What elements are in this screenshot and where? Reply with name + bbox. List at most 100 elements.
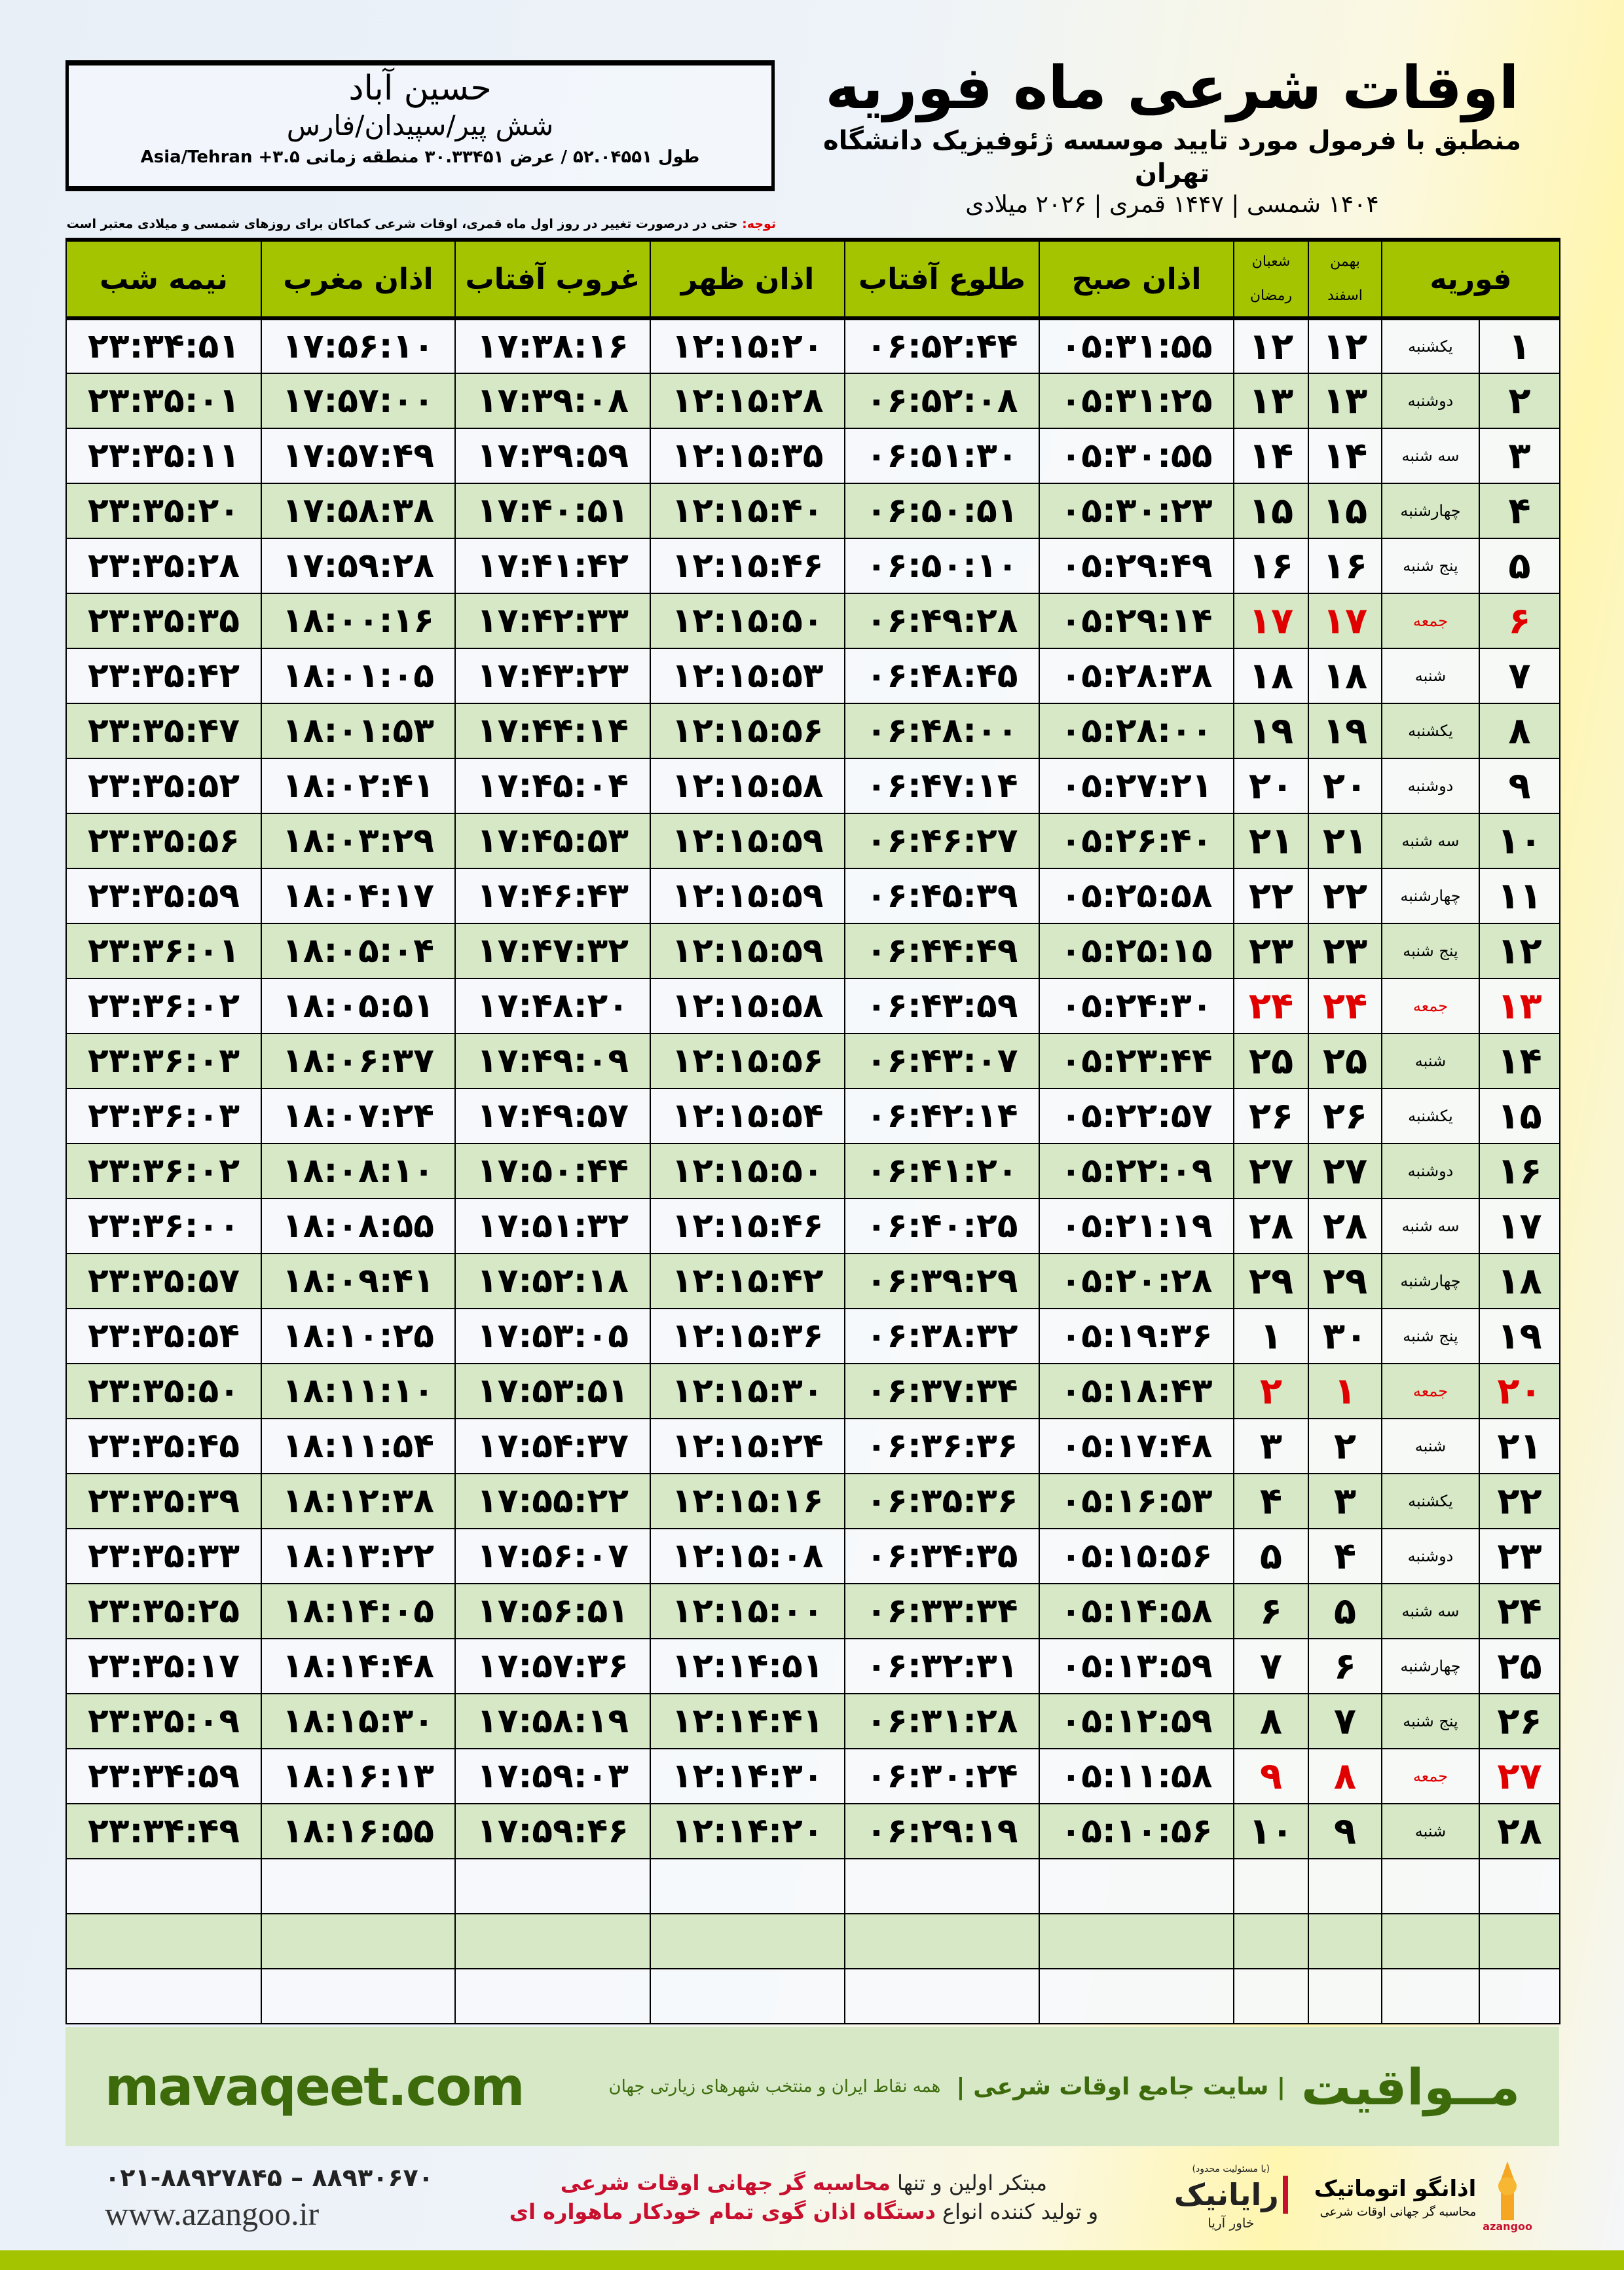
sunset-time: ۱۷:۴۳:۲۳ xyxy=(454,648,651,704)
location-box: حسین آباد شش پیر/سپیدان/فارس طول ۵۲.۰۴۵۵… xyxy=(65,60,775,191)
sunrise-time: ۰۶:۴۵:۳۹ xyxy=(844,868,1040,924)
fajr-time: ۰۵:۳۱:۲۵ xyxy=(1039,373,1234,429)
sunset-time: ۱۷:۴۹:۵۷ xyxy=(454,1088,651,1144)
header-solar-bottom: اسفند xyxy=(1327,288,1363,304)
header-dhuhr: اذان ظهر xyxy=(650,238,845,320)
midnight-time: ۲۳:۳۵:۳۹ xyxy=(65,1473,262,1529)
table-row: ۲۶ پنج شنبه ۷ ۸ ۰۵:۱۲:۵۹ ۰۶:۳۱:۲۸ ۱۲:۱۴:۴۱ ۱۷:۵… xyxy=(65,1693,1560,1749)
brand-tagline-2: همه نقاط ایران و منتخب شهرهای زیارتی جها… xyxy=(608,2077,941,2096)
lunar-day: ۱۲ xyxy=(1233,318,1309,374)
lunar-day: ۸ xyxy=(1233,1693,1309,1749)
weekday: پنج شنبه xyxy=(1381,923,1480,979)
dhuhr-time: ۱۲:۱۵:۲۴ xyxy=(650,1418,845,1474)
header-solar-top: بهمن xyxy=(1330,253,1360,270)
sunset-time: ۱۷:۳۸:۱۶ xyxy=(454,318,651,374)
table-row: ۱۲ پنج شنبه ۲۳ ۲۳ ۰۵:۲۵:۱۵ ۰۶:۴۴:۴۹ ۱۲:۱۵:۵۹ ۱۷… xyxy=(65,923,1560,979)
solar-day: ۱ xyxy=(1308,1363,1382,1419)
maghrib-time: ۱۸:۱۶:۱۳ xyxy=(261,1748,456,1804)
mavaqeet-banner: مــواقیت | سایت جامع اوقات شرعی | همه نق… xyxy=(65,2027,1559,2146)
maghrib-time xyxy=(261,1968,456,2024)
sunrise-time: ۰۶:۳۷:۳۴ xyxy=(844,1363,1040,1419)
table-row: ۲۰ جمعه ۱ ۲ ۰۵:۱۸:۴۳ ۰۶:۳۷:۳۴ ۱۲:۱۵:۳۰ ۱۷:۵۳:۵۱… xyxy=(65,1363,1560,1419)
weekday: دوشنبه xyxy=(1381,1528,1480,1584)
midnight-time: ۲۳:۳۵:۲۸ xyxy=(65,538,262,594)
sunrise-time: ۰۶:۵۲:۰۸ xyxy=(844,373,1040,429)
azangoo-url[interactable]: www.azangoo.ir xyxy=(105,2195,320,2232)
weekday: جمعه xyxy=(1381,1748,1480,1804)
fajr-time: ۰۵:۲۲:۰۹ xyxy=(1039,1143,1234,1199)
midnight-time: ۲۳:۳۵:۵۹ xyxy=(65,868,262,924)
maghrib-time: ۱۸:۱۵:۳۰ xyxy=(261,1693,456,1749)
minaret-icon xyxy=(1498,2161,1517,2220)
sunset-time: ۱۷:۳۹:۵۹ xyxy=(454,428,651,484)
day-number: ۱۲ xyxy=(1479,923,1560,979)
fajr-time: ۰۵:۱۲:۵۹ xyxy=(1039,1693,1234,1749)
site-url[interactable]: mavaqeet.com xyxy=(105,2056,525,2117)
table-row: ۵ پنج شنبه ۱۶ ۱۶ ۰۵:۲۹:۴۹ ۰۶:۵۰:۱۰ ۱۲:۱۵:۴۶ ۱۷:… xyxy=(65,538,1560,594)
day-number: ۱۶ xyxy=(1479,1143,1560,1199)
maghrib-time: ۱۸:۱۱:۵۴ xyxy=(261,1418,456,1474)
solar-day: ۲۹ xyxy=(1308,1253,1382,1309)
dhuhr-time: ۱۲:۱۵:۵۰ xyxy=(650,593,845,649)
solar-day: ۷ xyxy=(1308,1693,1382,1749)
sunrise-time: ۰۶:۴۴:۴۹ xyxy=(844,923,1040,979)
dhuhr-time: ۱۲:۱۵:۱۶ xyxy=(650,1473,845,1529)
table-row: ۶ جمعه ۱۷ ۱۷ ۰۵:۲۹:۱۴ ۰۶:۴۹:۲۸ ۱۲:۱۵:۵۰ ۱۷:۴۲:۳… xyxy=(65,593,1560,649)
lunar-day: ۱۷ xyxy=(1233,593,1309,649)
table-row: ۷ شنبه ۱۸ ۱۸ ۰۵:۲۸:۳۸ ۰۶:۴۸:۴۵ ۱۲:۱۵:۵۳ ۱۷:۴۳:۲… xyxy=(65,648,1560,704)
sunrise-time: ۰۶:۳۳:۳۴ xyxy=(844,1583,1040,1639)
fajr-time: ۰۵:۱۸:۴۳ xyxy=(1039,1363,1234,1419)
midnight-time: ۲۳:۳۶:۰۳ xyxy=(65,1088,262,1144)
lunar-day: ۱ xyxy=(1233,1308,1309,1364)
sunrise-time: ۰۶:۴۲:۱۴ xyxy=(844,1088,1040,1144)
maghrib-time: ۱۸:۱۴:۰۵ xyxy=(261,1583,456,1639)
maghrib-time: ۱۸:۰۴:۱۷ xyxy=(261,868,456,924)
maghrib-time: ۱۸:۰۱:۰۵ xyxy=(261,648,456,704)
fajr-time: ۰۵:۱۵:۵۶ xyxy=(1039,1528,1234,1584)
sunrise-time: ۰۶:۳۰:۲۴ xyxy=(844,1748,1040,1804)
header-midnight: نیمه شب xyxy=(65,238,262,320)
lunar-day: ۲۵ xyxy=(1233,1033,1309,1089)
solar-day: ۲۷ xyxy=(1308,1143,1382,1199)
day-number: ۲۶ xyxy=(1479,1693,1560,1749)
year-line: ۱۴۰۴ شمسی | ۱۴۴۷ قمری | ۲۰۲۶ میلادی xyxy=(965,191,1379,218)
day-number: ۱۴ xyxy=(1479,1033,1560,1089)
maghrib-time: ۱۸:۰۸:۵۵ xyxy=(261,1198,456,1254)
solar-day: ۳۰ xyxy=(1308,1308,1382,1364)
note-label: توجه: xyxy=(742,217,776,231)
region-name: شش پیر/سپیدان/فارس xyxy=(286,109,554,141)
weekday: چهارشنبه xyxy=(1381,1638,1480,1694)
sunrise-time: ۰۶:۵۰:۱۰ xyxy=(844,538,1040,594)
table-row: ۲۵ چهارشنبه ۶ ۷ ۰۵:۱۳:۵۹ ۰۶:۳۲:۳۱ ۱۲:۱۴:۵۱ ۱۷:۵… xyxy=(65,1638,1560,1694)
sunrise-time: ۰۶:۴۹:۲۸ xyxy=(844,593,1040,649)
sunrise-time: ۰۶:۴۳:۵۹ xyxy=(844,978,1040,1034)
midnight-time xyxy=(65,1913,262,1969)
solar-day: ۹ xyxy=(1308,1803,1382,1859)
lunar-day: ۱۸ xyxy=(1233,648,1309,704)
lunar-day: ۲۲ xyxy=(1233,868,1309,924)
rayanik-sub: خاور آریا xyxy=(1208,2215,1255,2231)
midnight-time: ۲۳:۳۶:۰۲ xyxy=(65,1143,262,1199)
dhuhr-time: ۱۲:۱۵:۵۹ xyxy=(650,923,845,979)
midnight-time: ۲۳:۳۵:۵۰ xyxy=(65,1363,262,1419)
lunar-day: ۴ xyxy=(1233,1473,1309,1529)
table-row: ۳ سه شنبه ۱۴ ۱۴ ۰۵:۳۰:۵۵ ۰۶:۵۱:۳۰ ۱۲:۱۵:۳۵ ۱۷:۳… xyxy=(65,428,1560,484)
lunar-day: ۲ xyxy=(1233,1363,1309,1419)
maghrib-time: ۱۸:۰۳:۲۹ xyxy=(261,813,456,869)
lunar-day: ۱۹ xyxy=(1233,703,1309,759)
sunrise-time: ۰۶:۳۶:۳۶ xyxy=(844,1418,1040,1474)
weekday: سه شنبه xyxy=(1381,813,1480,869)
maghrib-time: ۱۸:۰۱:۵۳ xyxy=(261,703,456,759)
weekday xyxy=(1381,1858,1480,1914)
day-number: ۳ xyxy=(1479,428,1560,484)
brand-tagline: | سایت جامع اوقات شرعی | xyxy=(956,2073,1286,2100)
day-number: ۷ xyxy=(1479,648,1560,704)
lunar-day: ۲۶ xyxy=(1233,1088,1309,1144)
weekday: سه شنبه xyxy=(1381,1583,1480,1639)
maghrib-time: ۱۸:۱۲:۳۸ xyxy=(261,1473,456,1529)
table-row: ۱۶ دوشنبه ۲۷ ۲۷ ۰۵:۲۲:۰۹ ۰۶:۴۱:۲۰ ۱۲:۱۵:۵۰ ۱۷:۵… xyxy=(65,1143,1560,1199)
table-row: ۲۳ دوشنبه ۴ ۵ ۰۵:۱۵:۵۶ ۰۶:۳۴:۳۵ ۱۲:۱۵:۰۸ ۱۷:۵۶:… xyxy=(65,1528,1560,1584)
day-number: ۲۸ xyxy=(1479,1803,1560,1859)
sunset-time xyxy=(454,1913,651,1969)
sunrise-time: ۰۶:۴۱:۲۰ xyxy=(844,1143,1040,1199)
